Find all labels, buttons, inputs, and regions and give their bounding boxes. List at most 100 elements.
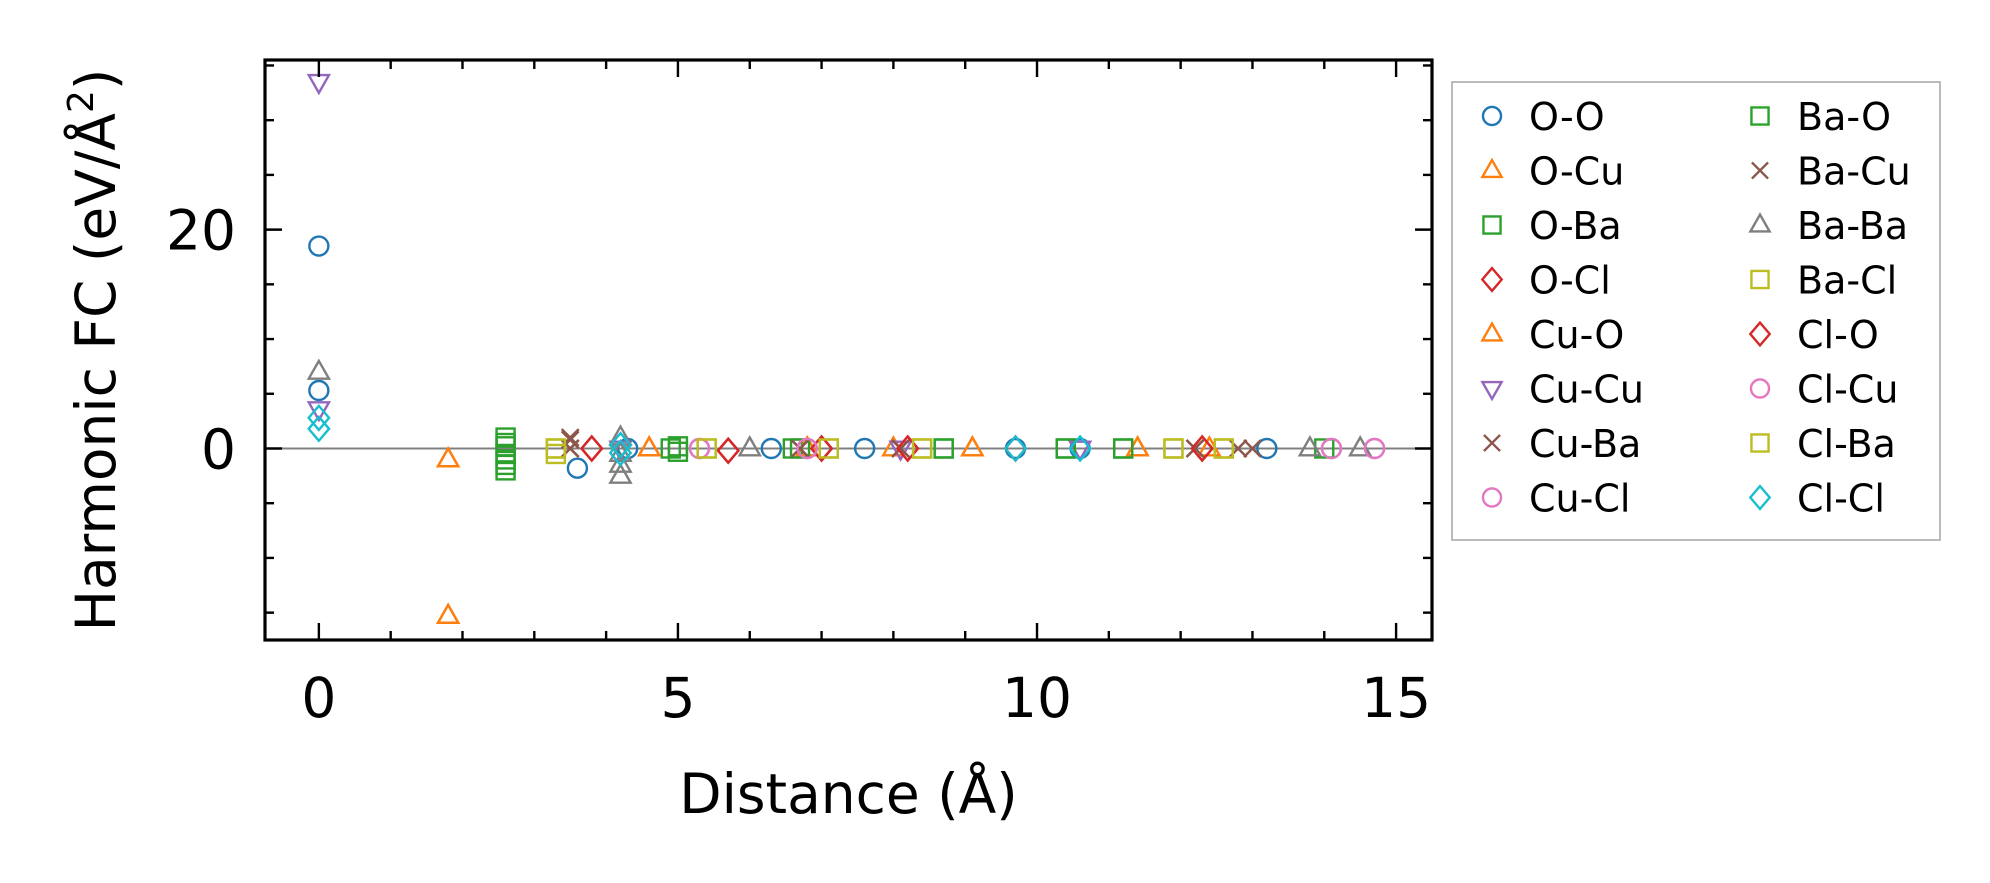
point-cu-o bbox=[637, 435, 662, 457]
legend-entry: Cl-Ba bbox=[1750, 422, 1896, 466]
point-cl-ba bbox=[1213, 438, 1234, 459]
point-o-cl bbox=[716, 436, 740, 465]
legend-marker-ba-o bbox=[1750, 106, 1770, 126]
legend-label: Ba-Cl bbox=[1797, 259, 1897, 303]
legend-marker-cl-cu bbox=[1749, 378, 1771, 399]
legend-entry: Cu-Cu bbox=[1480, 368, 1644, 412]
point-o-o bbox=[308, 379, 330, 402]
legend-marker-cu-ba bbox=[1483, 434, 1501, 452]
point-cl-o bbox=[895, 434, 920, 463]
tick-labels: 0 5 10 15 0 20 bbox=[166, 199, 1431, 730]
point-cl-cl bbox=[608, 431, 633, 460]
point-cu-o bbox=[960, 435, 985, 457]
axis-ticks bbox=[265, 60, 1432, 640]
legend-label: Cu-Cl bbox=[1529, 477, 1630, 521]
point-o-ba bbox=[660, 438, 681, 459]
point-cl-ba bbox=[1163, 438, 1184, 459]
legend-entry: Cu-Ba bbox=[1483, 422, 1641, 466]
point-cu-cu bbox=[306, 73, 332, 96]
y-tick-label: 20 bbox=[166, 199, 236, 263]
legend-marker-o-o bbox=[1481, 105, 1503, 127]
point-ba-ba bbox=[306, 358, 332, 380]
point-cl-cl bbox=[1068, 434, 1092, 463]
legend-box bbox=[1451, 81, 1941, 541]
point-ba-o bbox=[495, 432, 516, 454]
point-o-o bbox=[308, 235, 330, 257]
point-o-o bbox=[853, 437, 876, 460]
legend-label: O-Ba bbox=[1529, 204, 1622, 248]
point-cl-o bbox=[716, 436, 740, 465]
point-o-o bbox=[760, 437, 782, 460]
point-ba-ba bbox=[1297, 435, 1323, 457]
legend-marker-ba-cl bbox=[1750, 269, 1770, 290]
legend-entry: O-Cu bbox=[1480, 150, 1624, 194]
legend-entry: O-O bbox=[1481, 95, 1605, 139]
x-tick-label: 5 bbox=[660, 666, 695, 730]
legend-label: Cl-Cl bbox=[1797, 477, 1885, 521]
point-ba-o bbox=[495, 454, 516, 476]
axes-frame bbox=[263, 58, 1434, 642]
point-ba-ba bbox=[737, 435, 762, 457]
point-cl-cl bbox=[307, 403, 331, 432]
point-cu-ba bbox=[1243, 439, 1262, 458]
legend-label: Ba-Ba bbox=[1797, 204, 1908, 248]
point-ba-ba bbox=[608, 462, 633, 484]
legend-marker-cu-cl bbox=[1481, 487, 1503, 508]
y-tick-label: 0 bbox=[201, 417, 236, 481]
legend-entry: Cu-O bbox=[1480, 313, 1624, 357]
point-cl-cl bbox=[307, 414, 331, 443]
point-ba-cu bbox=[790, 439, 810, 458]
point-ba-o bbox=[933, 438, 954, 459]
point-o-cu bbox=[960, 435, 985, 457]
legend-label: Cu-Cu bbox=[1529, 368, 1644, 412]
legend-entry: Cu-Cl bbox=[1481, 477, 1630, 521]
point-cl-ba bbox=[911, 438, 933, 459]
legend: O-O O-Cu O-Ba O-Cl Cu-O Cu-Cu Cu-Ba Cu-Cl Ba-O Ba… bbox=[1451, 81, 1941, 541]
legend-marker-cl-cl bbox=[1748, 484, 1772, 511]
legend-marker-o-cl bbox=[1480, 266, 1504, 293]
x-tick-label: 0 bbox=[301, 666, 336, 730]
legend-marker-cu-cu bbox=[1480, 380, 1504, 402]
point-cu-o bbox=[435, 602, 461, 624]
point-cl-ba bbox=[545, 438, 567, 459]
legend-marker-cl-o bbox=[1748, 320, 1772, 348]
point-cl-cu bbox=[796, 437, 818, 460]
data-markers bbox=[306, 73, 1386, 624]
legend-entry: Cl-Cl bbox=[1748, 477, 1885, 521]
legend-label: Cu-O bbox=[1529, 313, 1624, 357]
point-ba-o bbox=[1055, 438, 1076, 459]
legend-marker-ba-cu bbox=[1751, 161, 1769, 180]
y-axis-label-close: ) bbox=[64, 69, 128, 90]
point-cl-cu bbox=[1320, 437, 1343, 460]
plot-area bbox=[263, 58, 1434, 642]
point-cl-ba bbox=[696, 438, 717, 459]
x-axis-label: Distance (Å) bbox=[679, 761, 1018, 826]
point-ba-o bbox=[789, 438, 811, 459]
legend-marker-ba-ba bbox=[1748, 212, 1772, 233]
point-cl-ba bbox=[818, 438, 839, 459]
point-cl-cu bbox=[1363, 437, 1386, 460]
legend-entry: O-Ba bbox=[1482, 204, 1622, 248]
legend-entry: Cl-Cu bbox=[1749, 368, 1898, 412]
legend-entry: Ba-O bbox=[1750, 95, 1891, 139]
x-tick-label: 10 bbox=[1002, 666, 1072, 730]
legend-marker-o-cu bbox=[1480, 157, 1504, 179]
point-o-cu bbox=[435, 446, 461, 468]
point-cl-o bbox=[579, 434, 604, 463]
point-o-o bbox=[566, 457, 589, 479]
point-ba-o bbox=[1112, 438, 1134, 459]
point-cl-cl bbox=[608, 439, 633, 467]
point-o-o bbox=[1256, 437, 1278, 460]
legend-label: O-Cu bbox=[1529, 150, 1624, 194]
x-tick-label: 15 bbox=[1361, 666, 1431, 730]
y-axis-label-superscript: 2 bbox=[61, 90, 102, 113]
y-axis-label-main: Harmonic FC (eV/Å bbox=[63, 113, 128, 632]
legend-label: Cu-Ba bbox=[1529, 422, 1641, 466]
legend-entries: O-O O-Cu O-Ba O-Cl Cu-O Cu-Cu Cu-Ba Cu-Cl Ba-O Ba… bbox=[1480, 95, 1911, 521]
legend-marker-cu-o bbox=[1480, 321, 1504, 342]
point-ba-cu bbox=[891, 439, 910, 458]
point-o-cu bbox=[435, 602, 461, 624]
legend-label: Cl-Cu bbox=[1797, 368, 1898, 412]
y-axis-label: Harmonic FC (eV/Å2) bbox=[61, 69, 128, 632]
